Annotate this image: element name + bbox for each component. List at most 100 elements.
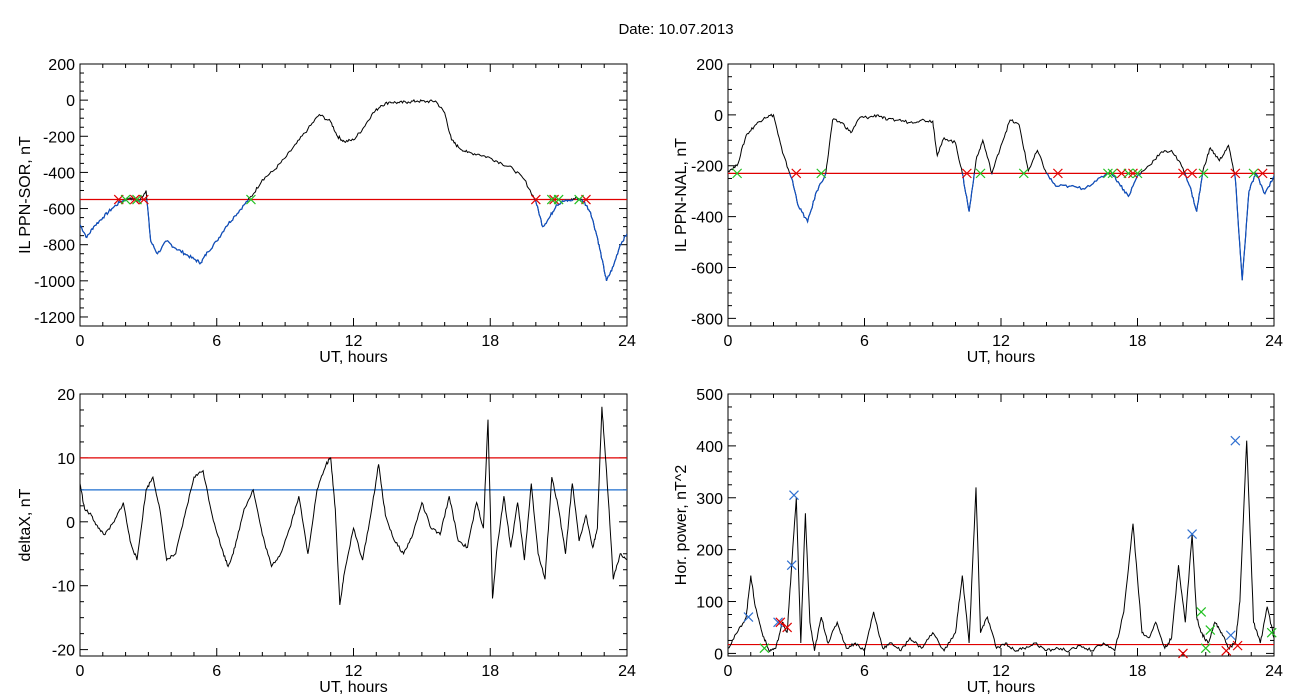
y-tick-label: 100 — [696, 595, 723, 612]
event-marker-green — [1103, 168, 1113, 179]
event-marker-green — [1205, 625, 1216, 635]
event-marker-green — [1123, 168, 1134, 179]
marker-stroke — [1232, 640, 1243, 651]
marker-stroke — [1205, 625, 1216, 635]
marker-stroke — [132, 194, 142, 205]
event-marker-red — [129, 194, 140, 205]
event-marker-green — [246, 194, 256, 205]
x-tick-label: 18 — [481, 333, 499, 350]
marker-stroke — [816, 168, 827, 179]
event-marker-red — [1257, 168, 1268, 179]
x-tick-label: 0 — [724, 663, 733, 680]
event-marker-green — [1198, 168, 1209, 179]
series-line — [79, 406, 628, 605]
event-marker-green — [574, 194, 585, 205]
marker-stroke — [775, 617, 786, 628]
event-marker-green — [1132, 168, 1143, 179]
marker-stroke — [1178, 648, 1188, 659]
event-marker-red — [782, 622, 793, 633]
marker-stroke — [553, 194, 564, 205]
event-marker-blue — [743, 612, 754, 623]
x-tick-label: 6 — [212, 663, 221, 680]
event-marker-red — [1178, 648, 1188, 659]
event-marker-green — [816, 168, 827, 179]
marker-stroke — [1132, 168, 1143, 179]
y-tick-label: -600 — [691, 260, 723, 277]
marker-stroke — [549, 194, 559, 205]
marker-stroke — [782, 622, 793, 633]
marker-stroke — [1225, 630, 1236, 641]
event-marker-green — [759, 643, 770, 654]
marker-stroke — [530, 194, 541, 205]
y-tick-label: 20 — [57, 387, 75, 404]
event-marker-blue — [773, 617, 783, 628]
marker-stroke — [1266, 627, 1277, 638]
event-marker-red — [791, 168, 802, 179]
y-tick-label: 0 — [66, 93, 75, 110]
marker-stroke — [574, 194, 585, 205]
y-axis-label: Hor. power, nT^2 — [673, 465, 690, 586]
marker-stroke — [732, 168, 743, 179]
y-tick-label: 0 — [714, 108, 723, 125]
event-marker-green — [132, 194, 142, 205]
x-tick-label: 6 — [860, 663, 869, 680]
x-tick-label: 24 — [618, 333, 636, 350]
marker-stroke — [1187, 529, 1198, 540]
x-tick-label: 6 — [212, 333, 221, 350]
chart-panel-4: 0 6 12 18 24 500 400 300 200 100 0 UT, hours Hor. po… — [673, 387, 1283, 696]
event-marker-blue — [1187, 529, 1198, 540]
marker-stroke — [1248, 168, 1259, 179]
marker-stroke — [1018, 168, 1029, 179]
x-axis-label: UT, hours — [967, 349, 1035, 366]
plot-frame — [79, 63, 628, 327]
marker-stroke — [120, 194, 131, 205]
chart-panel-3: 0 6 12 18 24 20 10 0 -10 -20 UT, hours deltaX, nT — [17, 387, 636, 696]
y-tick-label: -400 — [691, 210, 723, 227]
event-marker-red — [1187, 168, 1198, 179]
series-line — [727, 440, 1275, 653]
event-marker-blue — [1230, 435, 1241, 446]
marker-stroke — [1128, 168, 1138, 179]
marker-stroke — [791, 168, 802, 179]
y-tick-label: 200 — [48, 57, 75, 74]
x-tick-label: 18 — [1129, 663, 1147, 680]
marker-stroke — [975, 168, 986, 179]
x-tick-label: 24 — [618, 663, 636, 680]
event-marker-red — [1178, 168, 1188, 179]
x-axis-label: UT, hours — [967, 679, 1035, 696]
marker-stroke — [773, 617, 783, 628]
y-tick-label: 400 — [696, 439, 723, 456]
event-marker-green — [1200, 643, 1211, 654]
y-tick-label: -200 — [691, 159, 723, 176]
marker-stroke — [743, 612, 754, 623]
y-tick-label: -20 — [52, 643, 75, 660]
marker-stroke — [1257, 168, 1268, 179]
event-marker-red — [1128, 168, 1138, 179]
y-tick-label: -400 — [43, 165, 75, 182]
x-tick-label: 12 — [992, 333, 1010, 350]
marker-stroke — [1198, 168, 1209, 179]
series-below-threshold — [789, 173, 1274, 281]
y-axis-label: deltaX, nT — [17, 488, 34, 561]
y-tick-label: -800 — [691, 311, 723, 328]
event-marker-red — [1232, 640, 1243, 651]
event-marker-blue — [786, 560, 797, 571]
x-tick-label: 18 — [481, 663, 499, 680]
marker-stroke — [1123, 168, 1134, 179]
marker-stroke — [1052, 168, 1063, 179]
y-tick-label: -10 — [52, 579, 75, 596]
event-marker-green — [1196, 606, 1207, 617]
x-tick-label: 12 — [345, 663, 363, 680]
marker-stroke — [1221, 645, 1232, 656]
y-axis-label: IL PPN-SOR, nT — [17, 136, 34, 254]
y-tick-label: -600 — [43, 202, 75, 219]
marker-stroke — [1230, 435, 1241, 446]
event-marker-green — [975, 168, 986, 179]
marker-stroke — [1230, 168, 1241, 179]
series-below-threshold — [80, 199, 627, 281]
y-tick-label: 200 — [696, 543, 723, 560]
x-axis-label: UT, hours — [319, 349, 387, 366]
y-tick-label: 0 — [714, 646, 723, 663]
event-marker-red — [1052, 168, 1063, 179]
